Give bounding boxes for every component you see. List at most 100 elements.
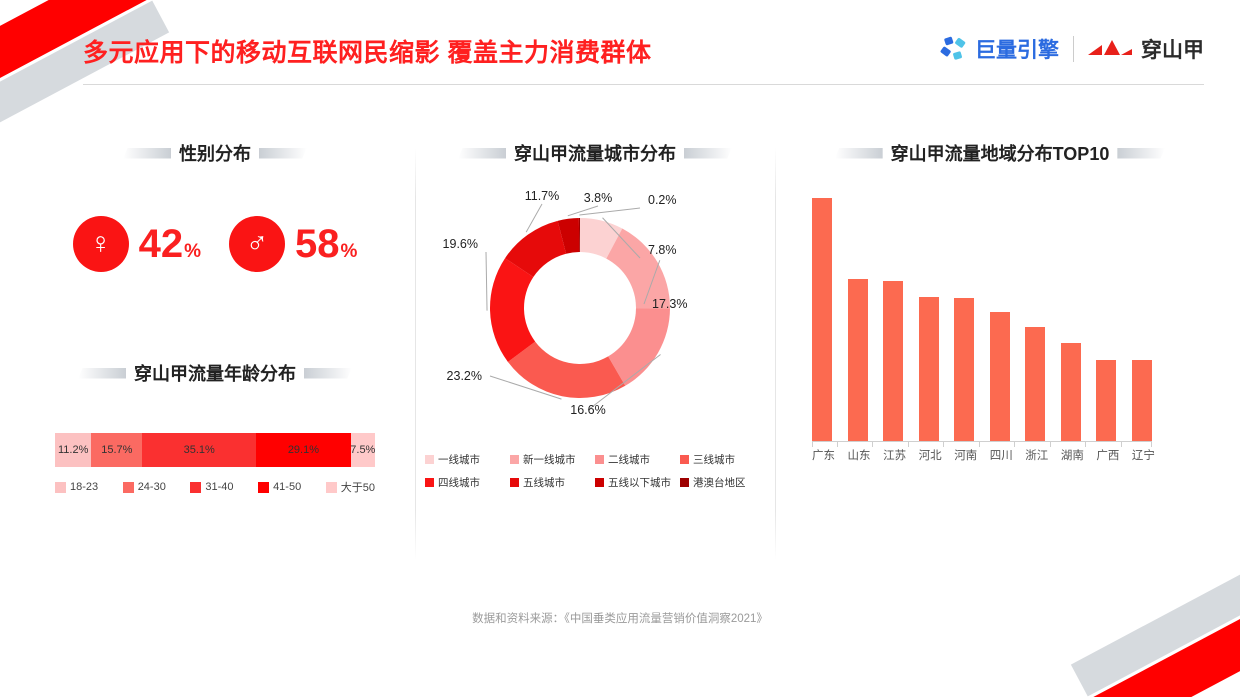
age-legend-swatch	[258, 481, 270, 493]
city-legend-swatch	[510, 455, 519, 464]
bar-column	[1060, 198, 1081, 441]
bar-axis-tick	[907, 442, 909, 447]
section-title-city-label: 穿山甲流量城市分布	[514, 144, 676, 164]
bar-column	[1131, 198, 1152, 441]
gender-item-male: ♂ 58 %	[229, 216, 357, 272]
bar-category-labels: 广东 山东 江苏 河北 河南 四川 浙江 湖南 广西 辽宁	[812, 447, 1155, 463]
donut-value-label: 3.8%	[584, 191, 613, 205]
bar-category-label: 河南	[954, 450, 978, 462]
city-legend-item: 二线城市	[595, 452, 680, 467]
panel-age-distribution: 穿山甲流量年龄分布 11.2% 15.7% 35.1% 29.1% 7.5% 18-23…	[40, 360, 390, 495]
age-legend-swatch	[55, 481, 66, 493]
title-wedge-left-icon	[123, 147, 171, 159]
city-legend-label: 新一线城市	[523, 454, 576, 466]
male-percent-value: 58	[295, 222, 340, 266]
age-segment: 15.7%	[91, 433, 143, 467]
age-legend-swatch	[190, 481, 202, 493]
title-wedge-right-icon	[684, 147, 732, 159]
section-title-gender-label: 性别分布	[179, 144, 251, 164]
bar-axis-tick	[943, 442, 945, 447]
region-bar-chart: 广东 山东 江苏 河北 河南 四川 浙江 湖南 广西 辽宁	[812, 198, 1155, 463]
bar-column	[954, 198, 975, 441]
bar-axis-tick	[978, 442, 980, 447]
donut-value-label: 0.2%	[648, 193, 677, 207]
city-legend-item: 新一线城市	[510, 452, 595, 467]
donut-leader-line	[489, 375, 562, 400]
age-stacked-bar: 11.2% 15.7% 35.1% 29.1% 7.5%	[55, 433, 375, 467]
bar-axis-line	[812, 441, 1152, 442]
age-segment: 7.5%	[350, 433, 375, 467]
page-header: 多元应用下的移动互联网民缩影 覆盖主力消费群体 巨量引擎 穿山甲	[0, 0, 1240, 88]
logo-divider	[1073, 36, 1074, 62]
panel-gender-distribution: 性别分布 ♀ 42 % ♂ 58 %	[40, 140, 390, 272]
age-legend-item: 24-30	[122, 479, 166, 495]
bar-axis-tick	[1121, 442, 1122, 447]
gray-diagonal-stripe	[1070, 562, 1240, 697]
city-donut-chart: 7.8% 17.3% 16.6% 23.2% 19.6% 11.7% 3.8% 0.2%	[420, 176, 770, 446]
male-icon: ♂	[229, 216, 285, 272]
city-legend-swatch	[425, 478, 434, 487]
panel-divider-1	[415, 148, 416, 560]
city-legend-label: 二线城市	[608, 454, 650, 466]
title-wedge-left-icon	[834, 147, 883, 159]
bar-plot	[812, 198, 1152, 441]
city-legend-item: 三线城市	[680, 452, 765, 467]
panel-city-distribution: 穿山甲流量城市分布 7.8% 17.3% 16.6% 23.2% 19.6% 11.7% 3…	[420, 140, 770, 490]
bar-column	[1025, 198, 1046, 441]
bar-category-label: 四川	[989, 450, 1013, 462]
bar-column	[883, 198, 904, 441]
bar-fill	[1060, 342, 1081, 441]
age-legend-label: 大于50	[340, 482, 375, 494]
donut-segment	[557, 218, 580, 254]
red-diagonal-stripe	[1038, 571, 1240, 697]
donut-segment	[505, 220, 567, 278]
age-legend-item: 大于50	[325, 479, 375, 495]
bar-category-label: 江苏	[883, 450, 907, 462]
donut-segment	[606, 228, 670, 309]
age-legend: 18-23 24-30 31-40 41-50 大于50	[55, 479, 375, 495]
bar-column	[918, 198, 939, 441]
section-title-region-label: 穿山甲流量地域分布TOP10	[890, 144, 1110, 164]
bar-axis-tick	[1049, 442, 1051, 447]
donut-segment	[608, 308, 670, 386]
pangle-mountain-icon	[1088, 40, 1132, 55]
donut-segment	[578, 218, 580, 253]
title-wedge-left-icon	[78, 367, 126, 379]
bar-column	[847, 198, 868, 441]
section-title-region: 穿山甲流量地域分布TOP10	[790, 140, 1210, 166]
city-legend-swatch	[595, 455, 604, 464]
age-legend-item: 41-50	[258, 479, 301, 495]
section-title-gender: 性别分布	[40, 140, 390, 166]
logo-pangle: 穿山甲	[1088, 34, 1204, 64]
bar-fill	[1131, 359, 1152, 441]
city-legend-swatch	[680, 455, 689, 464]
city-legend-swatch	[595, 478, 604, 487]
corner-decoration-bottom-right	[1010, 562, 1240, 697]
donut-leader-line	[525, 203, 543, 233]
donut-value-label: 7.8%	[648, 243, 677, 257]
female-percent-unit: %	[184, 241, 201, 262]
bar-fill	[918, 297, 939, 441]
title-wedge-right-icon	[259, 147, 307, 159]
female-icon: ♀	[72, 216, 129, 272]
bar-axis-tick	[1151, 442, 1152, 447]
city-legend-item: 港澳台地区	[680, 475, 765, 490]
bar-column	[812, 198, 832, 441]
bar-fill	[954, 297, 975, 441]
bar-category-label: 辽宁	[1131, 450, 1155, 462]
age-legend-label: 31-40	[205, 481, 234, 493]
logo-juliang-engine: 巨量引擎	[940, 34, 1059, 64]
bar-category-label: 广西	[1096, 450, 1120, 462]
footer-source: 数据和资料来源：《中国垂类应用流量营销价值洞察2021》	[472, 613, 768, 625]
bar-category-label: 湖南	[1060, 450, 1084, 462]
city-legend-item: 一线城市	[425, 452, 510, 467]
donut-leader-line	[485, 251, 488, 311]
page-title: 多元应用下的移动互联网民缩影 覆盖主力消费群体	[83, 39, 652, 67]
bar-axis-tick	[1014, 442, 1016, 447]
donut-value-label: 17.3%	[652, 297, 687, 311]
bar-fill	[1096, 359, 1117, 441]
city-legend-item: 四线城市	[425, 475, 510, 490]
donut-leader-line	[587, 354, 661, 411]
bar-fill	[883, 281, 904, 441]
city-legend-swatch	[425, 455, 434, 464]
